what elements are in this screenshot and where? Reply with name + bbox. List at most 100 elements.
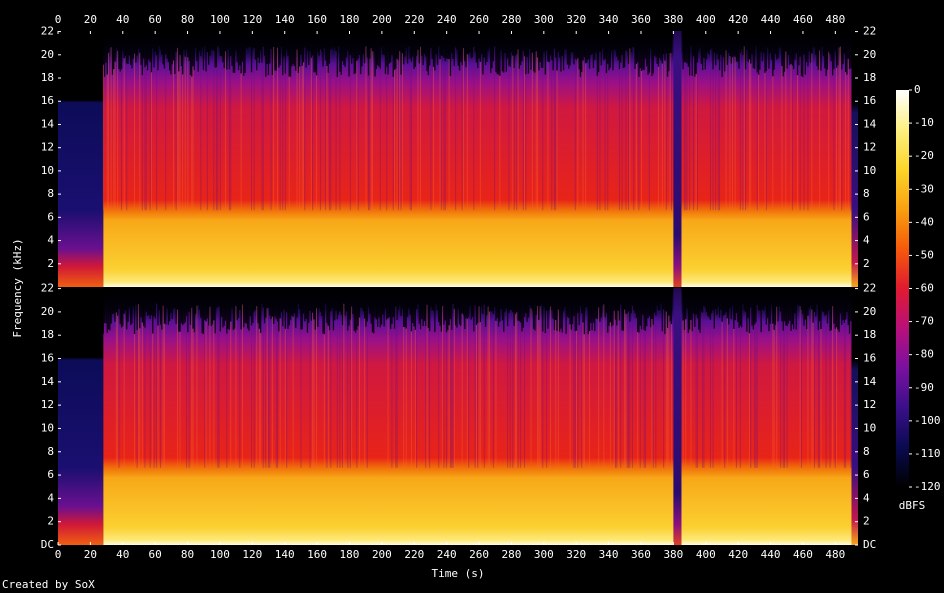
x-tick-label: 480: [825, 548, 845, 561]
y-tick-label: 20: [41, 305, 54, 318]
colorbar: [896, 90, 909, 487]
footer: Created by SoX: [2, 578, 95, 591]
colorbar-tick-label: -20: [914, 149, 934, 162]
y-tick-label-right: 18: [863, 71, 876, 84]
x-tick-label: 120: [242, 548, 262, 561]
x-tick-label: 140: [275, 548, 295, 561]
y-tick-label: 4: [47, 234, 54, 247]
colorbar-tick-label: -80: [914, 348, 934, 361]
spectrum-gap: [673, 288, 682, 545]
x-tick-label-top: 340: [599, 13, 619, 26]
x-tick-label: 220: [404, 548, 424, 561]
y-tick-label: 10: [41, 164, 54, 177]
x-tick-label: 260: [469, 548, 489, 561]
spectrum-intro: [58, 288, 104, 545]
x-tick-label: 380: [663, 548, 683, 561]
x-tick-label: 100: [210, 548, 230, 561]
y-tick-label: 8: [47, 445, 54, 458]
x-tick-label-top: 200: [372, 13, 392, 26]
x-tick-label: 60: [149, 548, 162, 561]
x-tick-label: 280: [502, 548, 522, 561]
x-tick-label-top: 120: [242, 13, 262, 26]
y-tick-label-right: DC: [863, 538, 876, 551]
x-tick-label: 400: [696, 548, 716, 561]
x-tick-label-top: 220: [404, 13, 424, 26]
y-tick-label: 4: [47, 491, 54, 504]
x-tick-label: 340: [599, 548, 619, 561]
x-tick-label-top: 320: [566, 13, 586, 26]
y-tick-label: 16: [41, 352, 54, 365]
colorbar-tick-label: -60: [914, 282, 934, 295]
y-tick-label: 8: [47, 187, 54, 200]
spectrum-tail: [851, 288, 858, 545]
y-tick-label-right: 22: [863, 282, 876, 295]
x-tick-label-top: 60: [149, 13, 162, 26]
y-tick-label-right: 8: [863, 187, 870, 200]
y-tick-label-right: 10: [863, 164, 876, 177]
x-tick-label: 80: [181, 548, 194, 561]
y-tick-label-right: 12: [863, 398, 876, 411]
x-tick-label-top: 420: [728, 13, 748, 26]
spectrum-tail: [851, 31, 858, 287]
y-tick-label: 10: [41, 421, 54, 434]
colorbar-tick-label: -70: [914, 315, 934, 328]
y-tick-label: 12: [41, 398, 54, 411]
x-tick-label: 0: [55, 548, 62, 561]
y-tick-label: 16: [41, 94, 54, 107]
x-tick-label: 440: [761, 548, 781, 561]
colorbar-tick-label: -90: [914, 381, 934, 394]
y-tick-label: 2: [47, 257, 54, 270]
x-tick-label-top: 0: [55, 13, 62, 26]
y-tick-label-right: 2: [863, 257, 870, 270]
y-tick-label-right: 4: [863, 491, 870, 504]
colorbar-tick-label: -120: [914, 480, 941, 493]
y-tick-label-right: 16: [863, 352, 876, 365]
spectrogram-panel: [58, 288, 858, 545]
colorbar-tick-label: -40: [914, 215, 934, 228]
y-axis-label: Frequency (kHz): [11, 238, 24, 337]
y-tick-label-right: 16: [863, 94, 876, 107]
y-tick-label-right: 10: [863, 421, 876, 434]
spectrum-intro: [58, 31, 104, 287]
y-tick-label-right: 22: [863, 25, 876, 38]
colorbar-tick-label: -50: [914, 248, 934, 261]
x-tick-label-top: 400: [696, 13, 716, 26]
colorbar-tick-label: 0: [914, 83, 921, 96]
y-tick-label: 18: [41, 328, 54, 341]
y-tick-label-right: 6: [863, 210, 870, 223]
x-tick-label: 240: [437, 548, 457, 561]
x-tick-label-top: 260: [469, 13, 489, 26]
colorbar-tick-label: -10: [914, 116, 934, 129]
x-tick-label-top: 160: [307, 13, 327, 26]
y-tick-label-right: 12: [863, 141, 876, 154]
x-tick-label-top: 180: [340, 13, 360, 26]
x-tick-label-top: 80: [181, 13, 194, 26]
spectrum-body: [103, 288, 852, 545]
y-tick-label: 20: [41, 48, 54, 61]
y-tick-label-right: 18: [863, 328, 876, 341]
colorbar-tick-label: -100: [914, 414, 941, 427]
x-tick-label: 300: [534, 548, 554, 561]
x-tick-label: 40: [116, 548, 129, 561]
y-tick-label: 18: [41, 71, 54, 84]
x-tick-label-top: 440: [761, 13, 781, 26]
colorbar-tick-label: -110: [914, 447, 941, 460]
x-tick-label: 160: [307, 548, 327, 561]
x-tick-label-top: 40: [116, 13, 129, 26]
x-tick-label: 200: [372, 548, 392, 561]
x-tick-label-top: 360: [631, 13, 651, 26]
x-tick-label-top: 140: [275, 13, 295, 26]
y-tick-label-right: 6: [863, 468, 870, 481]
y-tick-label: 6: [47, 468, 54, 481]
y-tick-label-right: 14: [863, 375, 877, 388]
x-tick-label-top: 280: [502, 13, 522, 26]
x-axis-label: Time (s): [432, 567, 485, 580]
x-tick-label-top: 480: [825, 13, 845, 26]
x-tick-label-top: 380: [663, 13, 683, 26]
x-tick-label-top: 460: [793, 13, 813, 26]
y-tick-label-right: 8: [863, 445, 870, 458]
y-tick-label-right: 20: [863, 305, 876, 318]
y-tick-label-right: 14: [863, 117, 877, 130]
y-tick-label: 12: [41, 141, 54, 154]
